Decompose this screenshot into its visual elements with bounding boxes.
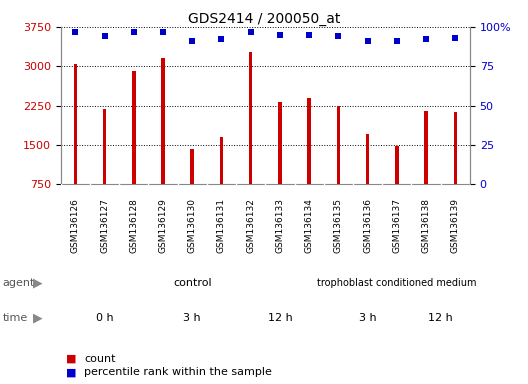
Text: GDS2414 / 200050_at: GDS2414 / 200050_at: [188, 12, 340, 25]
Bar: [191, 149, 194, 184]
Text: 12 h: 12 h: [268, 313, 293, 323]
Text: GSM136132: GSM136132: [246, 198, 255, 253]
Text: percentile rank within the sample: percentile rank within the sample: [84, 367, 272, 377]
Text: GSM136133: GSM136133: [276, 198, 285, 253]
Text: GSM136137: GSM136137: [392, 198, 401, 253]
Text: time: time: [3, 313, 28, 323]
Bar: [161, 58, 165, 184]
Text: GSM136138: GSM136138: [421, 198, 430, 253]
Text: ▶: ▶: [33, 277, 43, 290]
Text: GSM136134: GSM136134: [305, 198, 314, 253]
Text: GSM136129: GSM136129: [158, 198, 167, 253]
Text: 3 h: 3 h: [359, 313, 376, 323]
Text: GSM136130: GSM136130: [188, 198, 197, 253]
Text: GSM136139: GSM136139: [451, 198, 460, 253]
Bar: [307, 98, 311, 184]
Text: ■: ■: [66, 354, 77, 364]
Text: 0 h: 0 h: [96, 313, 114, 323]
Text: GSM136135: GSM136135: [334, 198, 343, 253]
Bar: [220, 137, 223, 184]
Text: ▶: ▶: [33, 311, 43, 324]
Text: 12 h: 12 h: [428, 313, 453, 323]
Bar: [337, 106, 340, 184]
Bar: [132, 71, 136, 184]
Bar: [454, 112, 457, 184]
Bar: [395, 146, 399, 184]
Text: 3 h: 3 h: [183, 313, 201, 323]
Text: agent: agent: [3, 278, 35, 288]
Text: GSM136127: GSM136127: [100, 198, 109, 253]
Bar: [278, 103, 282, 184]
Text: GSM136126: GSM136126: [71, 198, 80, 253]
Text: ■: ■: [66, 367, 77, 377]
Text: GSM136136: GSM136136: [363, 198, 372, 253]
Text: trophoblast conditioned medium: trophoblast conditioned medium: [317, 278, 477, 288]
Text: count: count: [84, 354, 116, 364]
Text: GSM136131: GSM136131: [217, 198, 226, 253]
Bar: [249, 51, 252, 184]
Bar: [425, 111, 428, 184]
Text: control: control: [173, 278, 212, 288]
Bar: [366, 134, 370, 184]
Text: GSM136128: GSM136128: [129, 198, 138, 253]
Bar: [103, 109, 106, 184]
Bar: [73, 64, 77, 184]
